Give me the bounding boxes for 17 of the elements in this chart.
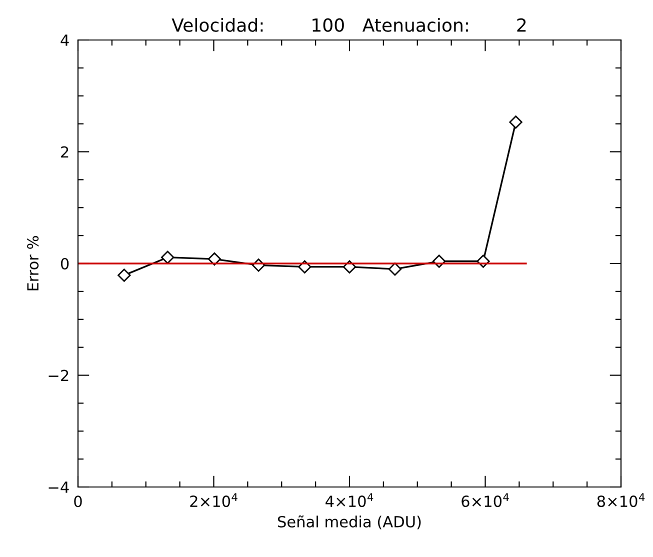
x-tick-label: 2×10$^{4}$ <box>190 493 238 508</box>
y-tick-label: −2 <box>48 370 68 382</box>
x-tick-label: 8×10$^{4}$ <box>597 493 645 508</box>
point <box>388 262 402 276</box>
y-tick-label: 0 <box>60 258 69 270</box>
y-tick-label: −4 <box>48 482 69 493</box>
y-tick-label: 2 <box>61 146 68 158</box>
chart-title: Velocidad: 100 Atenuacion: 2 <box>172 18 526 32</box>
point <box>509 116 522 129</box>
y-tick-label: 4 <box>60 34 69 46</box>
x-tick-label: 0 <box>74 496 82 508</box>
point <box>118 268 131 282</box>
y-axis-title: Error % <box>27 236 39 290</box>
x-axis-title: Señal media (ADU) <box>278 515 421 530</box>
x-tick-label: 6×10$^{4}$ <box>462 493 509 508</box>
point <box>161 250 174 264</box>
x-tick-label: 4×10$^{4}$ <box>326 493 374 508</box>
